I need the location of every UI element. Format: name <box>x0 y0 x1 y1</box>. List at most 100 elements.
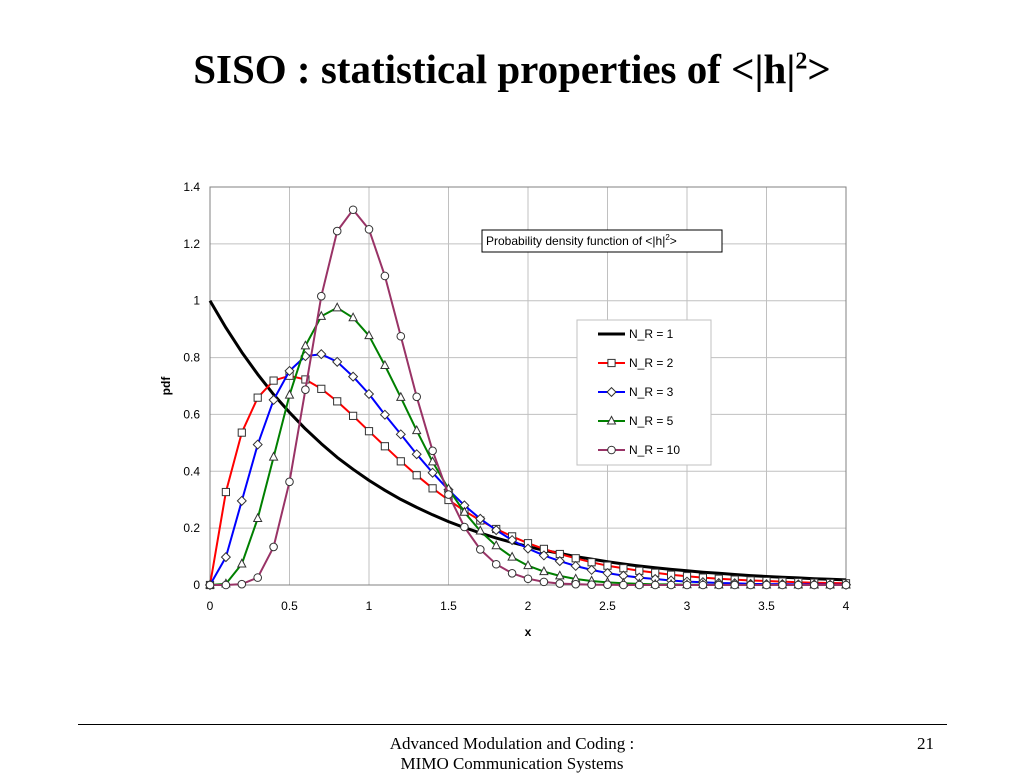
series-n-r-2-point <box>221 487 231 497</box>
y-axis-title: pdf <box>159 376 173 396</box>
series-n-r-10-point <box>428 446 437 456</box>
y-tick-label: 0 <box>193 578 200 592</box>
annotation-text: Probability density function of <|h|2> <box>486 233 677 248</box>
series-n-r-5-point <box>523 559 533 570</box>
series-n-r-10-point <box>476 545 485 554</box>
legend-entry: N_R = 2 <box>629 356 674 370</box>
page-number: 21 <box>917 734 934 753</box>
series-n-r-10-point <box>730 580 740 590</box>
series-n-r-10-point <box>809 580 819 590</box>
series-n-r-2-point <box>301 375 310 384</box>
series-n-r-10-point <box>635 580 644 590</box>
series-n-r-10-point <box>253 573 263 582</box>
series-n-r-5-point <box>300 340 311 350</box>
series-n-r-5-point <box>491 540 502 550</box>
series-n-r-3-point <box>522 543 534 554</box>
legend-swatch-marker <box>607 358 616 368</box>
series-n-r-5-point <box>284 389 295 399</box>
footer-line-2: MIMO Communication Systems <box>400 754 624 773</box>
x-tick-label: 2.5 <box>599 599 616 613</box>
series-n-r-10-point <box>778 580 787 590</box>
series-n-r-3-point <box>602 567 613 579</box>
series-n-r-5-point <box>348 312 358 322</box>
series-n-r-5-point <box>380 359 390 370</box>
series-n-r-3-point <box>586 564 597 576</box>
series-n-r-10-point <box>380 271 390 281</box>
series-n-r-5-point <box>475 525 486 535</box>
series-n-r-10-point <box>794 580 803 590</box>
series-n-r-2-point <box>349 411 358 420</box>
legend-entry: N_R = 1 <box>629 327 674 341</box>
series-n-r-10-point <box>317 291 326 301</box>
series-n-r-3-point <box>554 556 565 567</box>
series-n-r-10-point <box>841 580 851 590</box>
y-tick-label: 1 <box>193 294 200 308</box>
footer-divider <box>78 724 947 725</box>
series-n-r-10-point <box>460 522 469 532</box>
series-n-r-10-point <box>491 559 501 569</box>
legend-swatch-marker <box>606 415 617 425</box>
series-n-r-5-point <box>332 302 343 312</box>
series-n-r-10-point <box>364 225 374 234</box>
series-n-r-5-point <box>252 512 263 522</box>
y-tick-label: 0.2 <box>183 521 200 535</box>
series-n-r-3-point <box>491 525 502 536</box>
series-n-r-10-point <box>746 580 755 590</box>
footer-line-1: Advanced Modulation and Coding : <box>389 734 635 753</box>
slide-title-end: > <box>807 46 831 92</box>
series-n-r-10-point <box>237 579 247 589</box>
series-n-r-2-point <box>428 484 437 493</box>
series-n-r-5-point <box>268 451 279 461</box>
series-n-r-2-point <box>587 558 596 567</box>
slide-title-superscript: 2 <box>795 48 808 75</box>
series-n-r-10-point <box>301 385 310 394</box>
x-axis-title: x <box>525 625 532 639</box>
x-tick-label: 0.5 <box>281 599 298 613</box>
series-n-r-10-point <box>714 580 724 590</box>
legend-entry: N_R = 10 <box>629 443 680 457</box>
series-n-r-3-point <box>475 513 486 524</box>
series-n-r-5-point <box>411 424 422 435</box>
y-tick-label: 0.4 <box>183 464 200 478</box>
x-tick-label: 4 <box>843 599 850 613</box>
x-tick-label: 3 <box>684 599 691 613</box>
series-n-r-10-point <box>650 580 660 590</box>
series-n-r-3-point <box>220 552 232 563</box>
series-n-r-2-point <box>317 384 326 393</box>
series-n-r-3-point <box>316 349 327 360</box>
series-n-r-2-point <box>253 393 262 402</box>
series-n-r-10-point <box>444 490 453 499</box>
series-n-r-3-point <box>538 550 550 561</box>
y-tick-label: 0.6 <box>183 407 200 421</box>
series-n-r-5-point <box>395 391 406 401</box>
series-n-r-2-point <box>237 428 246 437</box>
plot-area-border <box>209 186 847 586</box>
series-n-r-10-point <box>285 477 294 487</box>
series-n-r-3-point <box>268 394 279 406</box>
legend-swatch-marker <box>606 386 617 398</box>
series-n-r-3-point <box>411 449 422 460</box>
legend-entry: N_R = 5 <box>629 414 674 428</box>
series-n-r-3-point <box>252 439 263 450</box>
series-n-r-10-point <box>221 580 231 590</box>
series-n-r-5-point <box>554 570 565 580</box>
series-n-r-3-point <box>284 365 295 377</box>
series-n-r-10-point <box>825 580 835 590</box>
series-n-r-3-point <box>347 371 359 382</box>
series-n-r-5-point <box>459 506 470 516</box>
footer-text: Advanced Modulation and Coding : MIMO Co… <box>300 734 724 774</box>
series-n-r-5-point <box>364 330 374 340</box>
series-n-r-3-point <box>363 388 375 400</box>
annotation-box <box>481 229 723 253</box>
series-n-r-10-point <box>603 580 612 590</box>
series-n-r-10-point <box>412 392 422 402</box>
series-n-r-2-point <box>412 471 421 480</box>
series-n-r-10-point <box>762 580 771 590</box>
series-n-r-10-point <box>555 579 565 588</box>
series-n-r-10-point <box>205 580 215 590</box>
series-n-r-10-point <box>571 579 581 589</box>
x-tick-label: 3.5 <box>758 599 775 613</box>
series-n-r-10-point <box>587 580 596 590</box>
series-n-r-2-point <box>571 554 580 563</box>
series-n-r-10-point <box>682 580 692 590</box>
